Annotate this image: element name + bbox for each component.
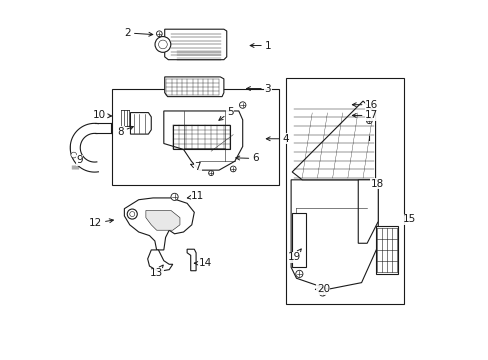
Polygon shape [358,180,378,243]
Text: 9: 9 [76,155,82,165]
Text: 13: 13 [150,265,163,278]
Text: 6: 6 [235,153,258,163]
Circle shape [239,102,245,108]
Polygon shape [292,101,375,180]
Circle shape [319,289,325,296]
Text: 7: 7 [190,162,201,172]
Text: 16: 16 [352,100,378,110]
Text: 5: 5 [219,107,233,120]
Text: 10: 10 [93,111,111,121]
Polygon shape [147,250,172,271]
Text: 12: 12 [89,218,113,228]
Text: 17: 17 [352,111,378,121]
Bar [292,213,305,267]
Text: 8: 8 [117,126,133,136]
Text: 20: 20 [315,284,329,294]
Polygon shape [164,77,224,96]
Text: 3: 3 [246,84,270,94]
Polygon shape [130,113,151,134]
Polygon shape [187,249,196,271]
Polygon shape [163,111,242,170]
Polygon shape [164,29,226,60]
Bar [173,125,229,149]
Bar [285,78,403,304]
Text: 19: 19 [287,249,301,262]
Text: 11: 11 [187,191,204,201]
Polygon shape [145,211,180,230]
Circle shape [156,31,162,37]
Circle shape [295,270,303,278]
Polygon shape [290,180,378,289]
Circle shape [127,209,137,219]
Text: 15: 15 [402,215,415,224]
Circle shape [208,171,213,176]
Polygon shape [124,198,194,250]
Circle shape [155,37,170,52]
Circle shape [230,166,236,172]
Circle shape [171,193,178,201]
Circle shape [158,40,167,49]
Text: 14: 14 [194,258,211,268]
Circle shape [129,212,135,217]
Bar [112,89,278,185]
Circle shape [71,152,77,158]
Text: 4: 4 [266,134,288,144]
Text: 2: 2 [124,28,152,38]
Text: 1: 1 [250,41,270,50]
Bar [375,226,397,274]
Circle shape [366,118,371,123]
Text: 18: 18 [370,179,383,189]
